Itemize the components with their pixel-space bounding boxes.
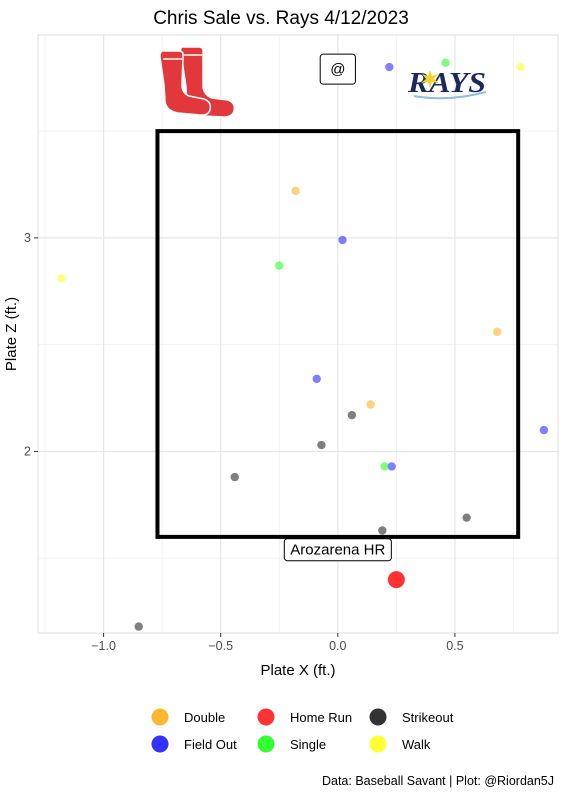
legend-key-strikeout: [369, 708, 387, 726]
data-point-field-out: [312, 374, 321, 384]
data-point-walk: [516, 62, 525, 72]
data-point-single: [380, 462, 389, 471]
red-sox-sock-front: [159, 50, 212, 116]
y-axis-title: Plate Z (ft.): [3, 297, 20, 371]
x-axis: −1.0 −0.5 0.0 0.5: [91, 633, 464, 653]
legend-label-single: Single: [290, 737, 326, 752]
chart-title: Chris Sale vs. Rays 4/12/2023: [153, 8, 409, 29]
legend: Double Home Run Strikeout Field Out Single Wa…: [151, 708, 454, 753]
data-point-field-out: [338, 235, 347, 245]
data-point-strikeout: [347, 410, 357, 420]
data-point-walk: [57, 274, 66, 283]
data-point-strikeout: [317, 440, 326, 450]
caption: Data: Baseball Savant | Plot: @Riordan5J: [322, 774, 554, 788]
y-tick-label: 3: [24, 231, 31, 245]
at-label-box: [319, 53, 356, 85]
x-axis-title: Plate X (ft.): [260, 662, 335, 679]
data-point-strikeout: [134, 622, 143, 631]
legend-label-strikeout: Strikeout: [402, 710, 454, 725]
x-tick-label: 0.0: [329, 639, 346, 653]
legend-key-home-run: [257, 708, 275, 726]
rays-logo-sunburst-icon: [421, 70, 439, 88]
data-points: [57, 58, 549, 631]
legend-key-double: [151, 708, 169, 726]
legend-label-home-run: Home Run: [290, 710, 352, 725]
y-axis: 23: [24, 231, 38, 458]
x-tick-label: −1.0: [91, 639, 116, 653]
data-point-home-run: [387, 571, 405, 589]
legend-label-double: Double: [184, 710, 225, 725]
legend-key-walk: [369, 735, 387, 753]
data-point-double: [291, 186, 300, 196]
data-point-field-out: [539, 425, 549, 435]
data-point-strikeout: [462, 513, 471, 522]
data-point-field-out: [387, 462, 396, 471]
red-sox-logo: [159, 46, 236, 118]
rays-logo-swoosh: [413, 91, 487, 100]
x-tick-label: −0.5: [208, 639, 233, 653]
legend-key-field-out: [151, 735, 169, 753]
at-label-text: @: [330, 61, 345, 78]
legend-label-field-out: Field Out: [184, 737, 237, 752]
hr-label-box: [283, 538, 392, 562]
hr-label: Arozarena HR: [283, 538, 392, 562]
data-point-strikeout: [230, 472, 239, 482]
data-point-strikeout: [378, 526, 387, 535]
hr-label-text: Arozarena HR: [290, 542, 385, 559]
data-point-single: [275, 261, 284, 270]
plot-background: [38, 35, 558, 633]
data-point-double: [366, 400, 375, 409]
data-point-field-out: [385, 62, 394, 72]
legend-key-single: [257, 735, 275, 753]
rays-logo: RAYS: [407, 68, 487, 100]
strike-zone: [155, 129, 521, 539]
plot-panel: @ RAYS Arozarena HR: [37, 34, 559, 634]
plot-border: [37, 34, 559, 634]
x-tick-label: 0.5: [446, 639, 463, 653]
at-label: @: [319, 53, 356, 85]
y-tick-label: 2: [24, 444, 31, 458]
data-point-single: [441, 58, 450, 67]
data-point-double: [492, 327, 502, 337]
grid-major: [38, 35, 558, 633]
legend-label-walk: Walk: [402, 737, 431, 752]
rays-logo-wordmark: RAYS: [407, 68, 486, 99]
